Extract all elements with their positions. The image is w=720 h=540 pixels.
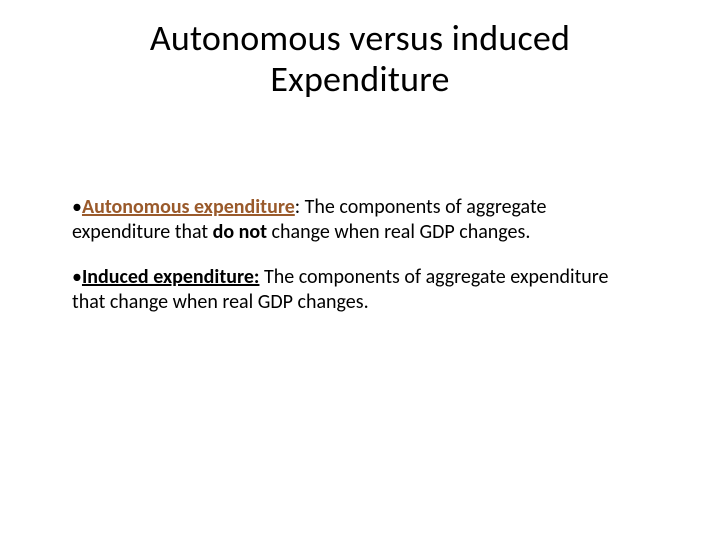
term-induced: Induced expenditure: [82,265,259,289]
bullet-text-after: change when real GDP changes. [267,220,530,244]
bullet-marker: • [72,195,82,219]
term-autonomous: Autonomous expenditure [82,195,295,219]
slide-body: •Autonomous expenditure: The components … [72,195,632,335]
bullet-item: •Induced expenditure: The components of … [72,265,632,315]
bullet-emph: do not [213,220,267,244]
bullet-item: •Autonomous expenditure: The components … [72,195,632,245]
title-line-1: Autonomous versus induced [150,16,570,60]
title-line-2: Expenditure [270,57,449,101]
colon: : [295,195,305,219]
bullet-marker: • [72,265,82,289]
slide: Autonomous versus induced Expenditure •A… [0,0,720,540]
slide-title: Autonomous versus induced Expenditure [0,0,720,101]
